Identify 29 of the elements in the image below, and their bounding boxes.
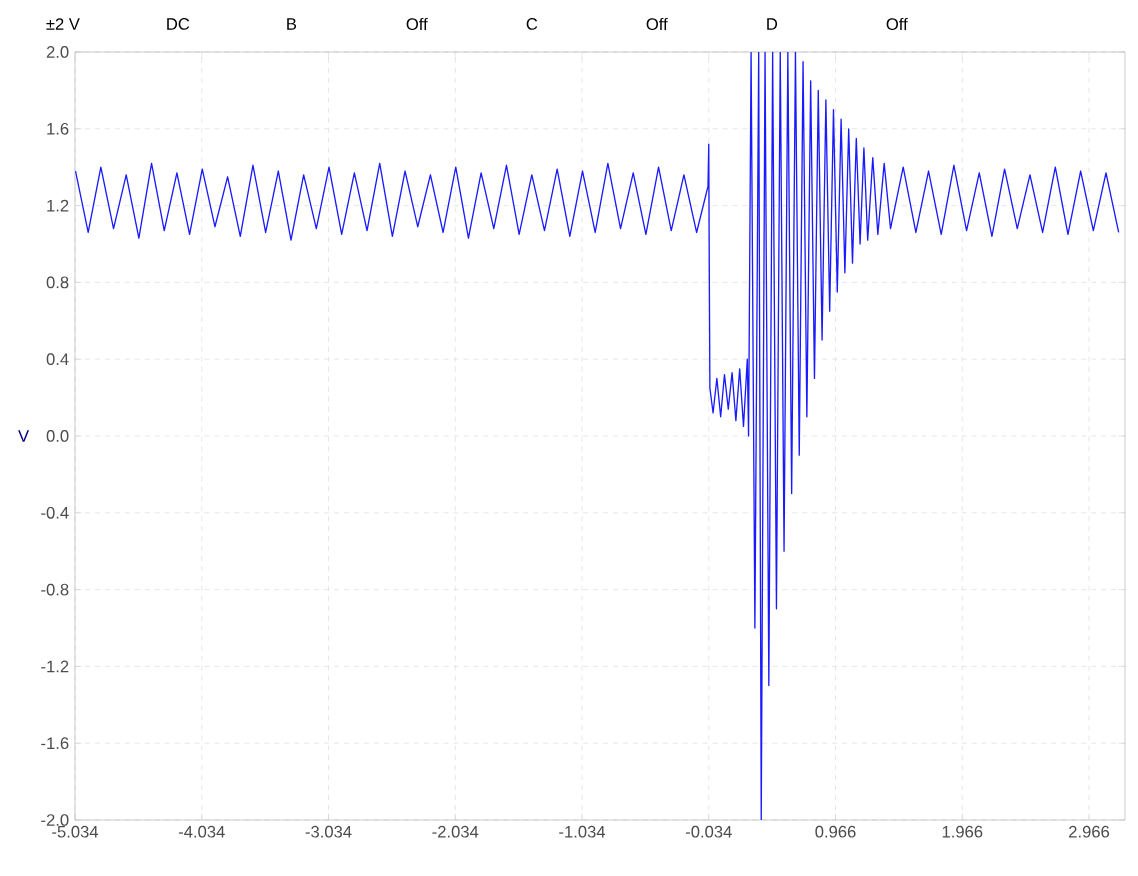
x-tick-label: 1.966 [942,825,983,838]
text: ±2 V [46,18,80,30]
x-tick-label: -2.034 [432,825,479,838]
y-tick-label: 1.6 [47,122,69,135]
y-tick-label: 2.0 [46,46,69,58]
text: Off [886,17,908,31]
y-tick-label: 0.4 [46,353,69,366]
x-tick-label: 0.966 [815,825,856,838]
text: Off [406,17,428,31]
y-tick-label: -2.0 [41,814,69,826]
y-tick-label: -1.2 [41,660,69,673]
y-tick-label: -1.6 [41,737,69,750]
text: C [526,18,538,30]
text: Off [646,17,668,31]
x-tick-label: -4.034 [178,825,225,838]
x-tick-label: -3.034 [305,825,352,838]
x-tick-label: -0.034 [685,825,732,838]
text: DC [167,18,190,30]
y-tick-label: 1.2 [47,199,69,212]
text: B [287,18,297,30]
x-tick-label: -5.034 [52,825,99,838]
text: D [767,18,778,30]
y-axis-title: V [18,430,30,442]
y-tick-label: -0.4 [41,506,69,519]
x-tick-label: 2.966 [1069,825,1110,838]
x-tick-label: -1.034 [559,825,606,838]
y-tick-label: 0.8 [46,276,69,289]
y-tick-label: 0.0 [46,430,69,442]
y-tick-label: -0.8 [41,583,69,596]
